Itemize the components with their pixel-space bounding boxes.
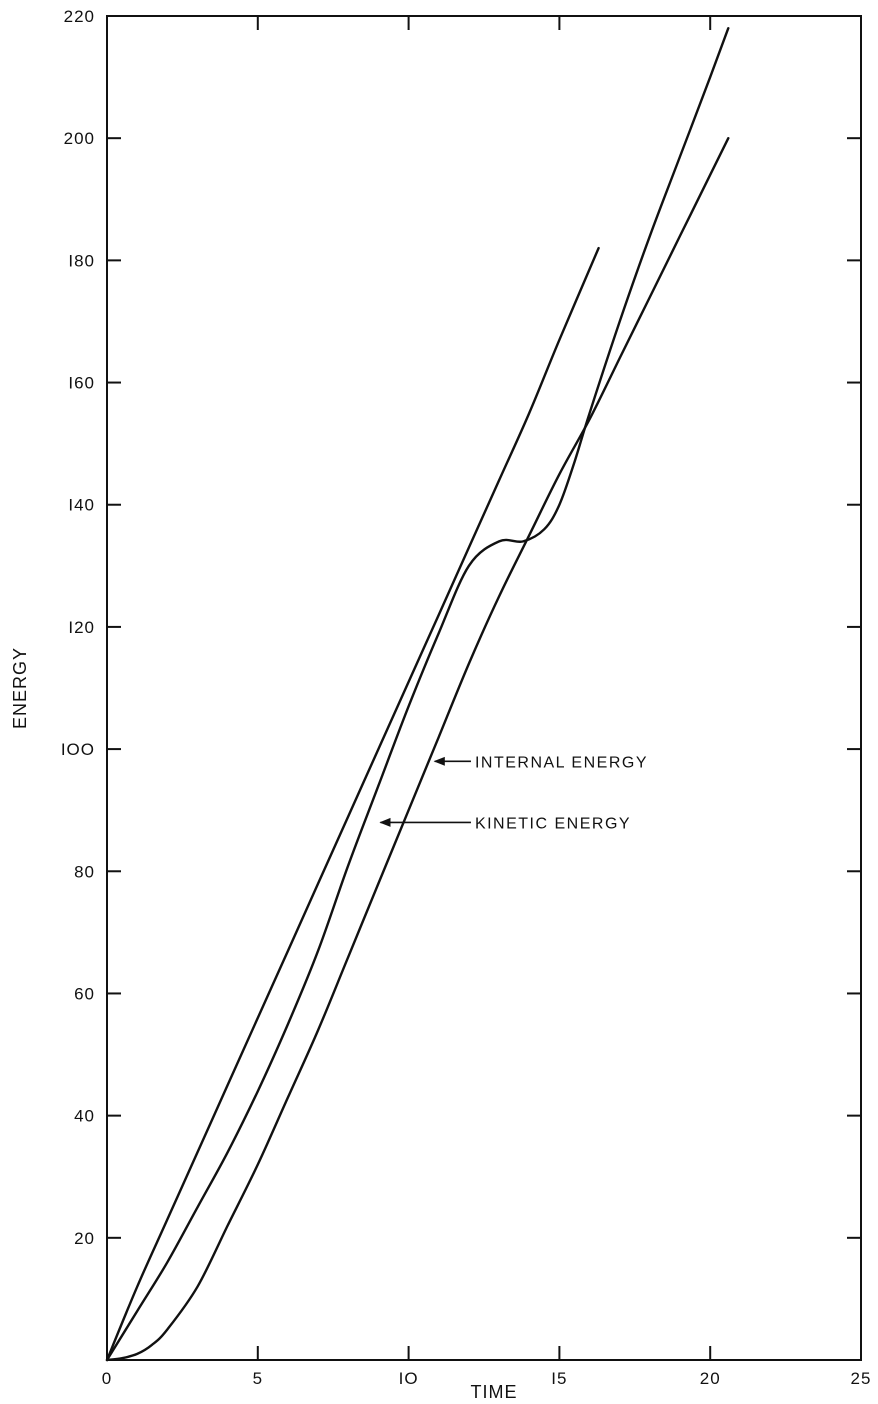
tick-marks — [107, 16, 861, 1360]
series-line-kinetic — [105, 27, 730, 1362]
annotations: INTERNAL ENERGY KINETIC ENERGY — [379, 754, 648, 832]
y-tick-label: 220 — [64, 7, 95, 26]
y-tick-label: 40 — [74, 1107, 95, 1126]
series-line-upper — [105, 246, 600, 1362]
y-tick-label: I60 — [68, 374, 95, 393]
y-tick-label: 20 — [74, 1229, 95, 1248]
annotation-label: KINETIC ENERGY — [475, 815, 631, 832]
annotation-label: INTERNAL ENERGY — [475, 754, 648, 771]
y-tick-label: 200 — [64, 129, 95, 148]
y-tick-label: I20 — [68, 618, 95, 637]
x-tick-label: 25 — [851, 1369, 872, 1388]
plot-frame — [106, 15, 862, 1361]
y-tick-label: I40 — [68, 496, 95, 515]
y-axis-label: ENERGY — [10, 647, 30, 729]
x-tick-label: 5 — [253, 1369, 263, 1388]
series-line-internal — [105, 137, 730, 1362]
y-tick-label: 80 — [74, 862, 95, 881]
x-tick-label: 20 — [700, 1369, 721, 1388]
x-tick-label: 0 — [102, 1369, 112, 1388]
y-tick-label: I80 — [68, 251, 95, 270]
y-tick-label: IOO — [61, 740, 95, 759]
y-tick-label: 60 — [74, 984, 95, 1003]
x-tick-label: IO — [399, 1369, 419, 1388]
tick-labels: 0 5 IO I5 20 25 20 40 60 80 IOO I20 I40 I60 I80 200 220 — [61, 7, 872, 1388]
x-axis-label: TIME — [471, 1382, 518, 1402]
x-tick-label: I5 — [551, 1369, 567, 1388]
data-series — [105, 27, 730, 1362]
